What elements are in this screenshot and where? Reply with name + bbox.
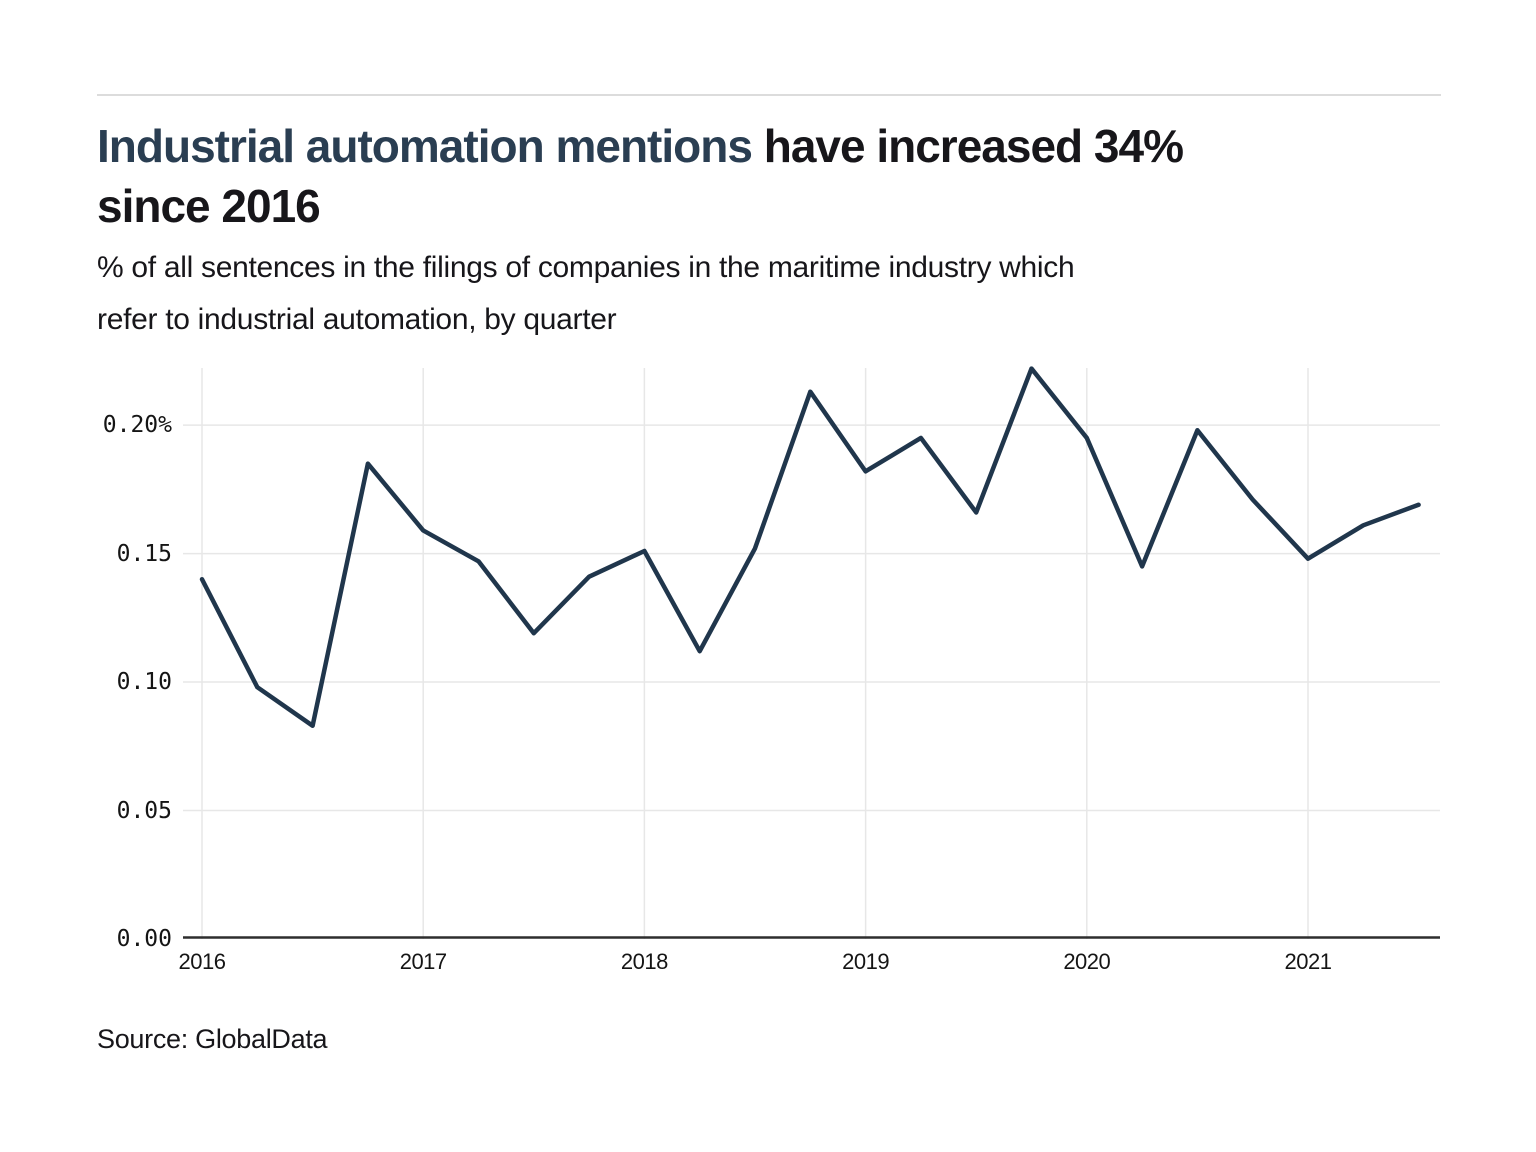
series-line — [199, 366, 1421, 728]
x-tick-label: 2020 — [1063, 949, 1111, 974]
x-tick-label: 2017 — [399, 949, 447, 974]
y-tick-label: 0.00 — [116, 926, 172, 952]
x-tick-label: 2021 — [1284, 949, 1332, 974]
page-title: Industrial automation mentions have incr… — [97, 116, 1457, 236]
top-divider — [97, 94, 1441, 96]
x-tick-label: 2019 — [842, 949, 890, 974]
chart-subtitle: % of all sentences in the filings of com… — [97, 242, 1457, 346]
x-tick-label: 2016 — [178, 949, 226, 974]
page-title-rest: have increased 34% — [751, 120, 1184, 172]
y-tick-label: 0.05 — [116, 797, 172, 824]
chart-subtitle-line2: refer to industrial automation, by quart… — [97, 303, 617, 336]
chart-canvas — [183, 366, 1440, 939]
page-title-highlight: Industrial automation mentions — [97, 120, 753, 172]
y-tick-label: 0.15 — [116, 540, 172, 567]
y-tick-label: 0.20% — [102, 412, 172, 439]
x-tick-label: 2018 — [620, 949, 668, 974]
chart-subtitle-line1: % of all sentences in the filings of com… — [97, 251, 1075, 284]
line-chart — [183, 366, 1440, 939]
page-title-line2: since 2016 — [97, 180, 321, 232]
y-tick-label: 0.10 — [116, 669, 172, 696]
source-caption: Source: GlobalData — [97, 1024, 328, 1054]
